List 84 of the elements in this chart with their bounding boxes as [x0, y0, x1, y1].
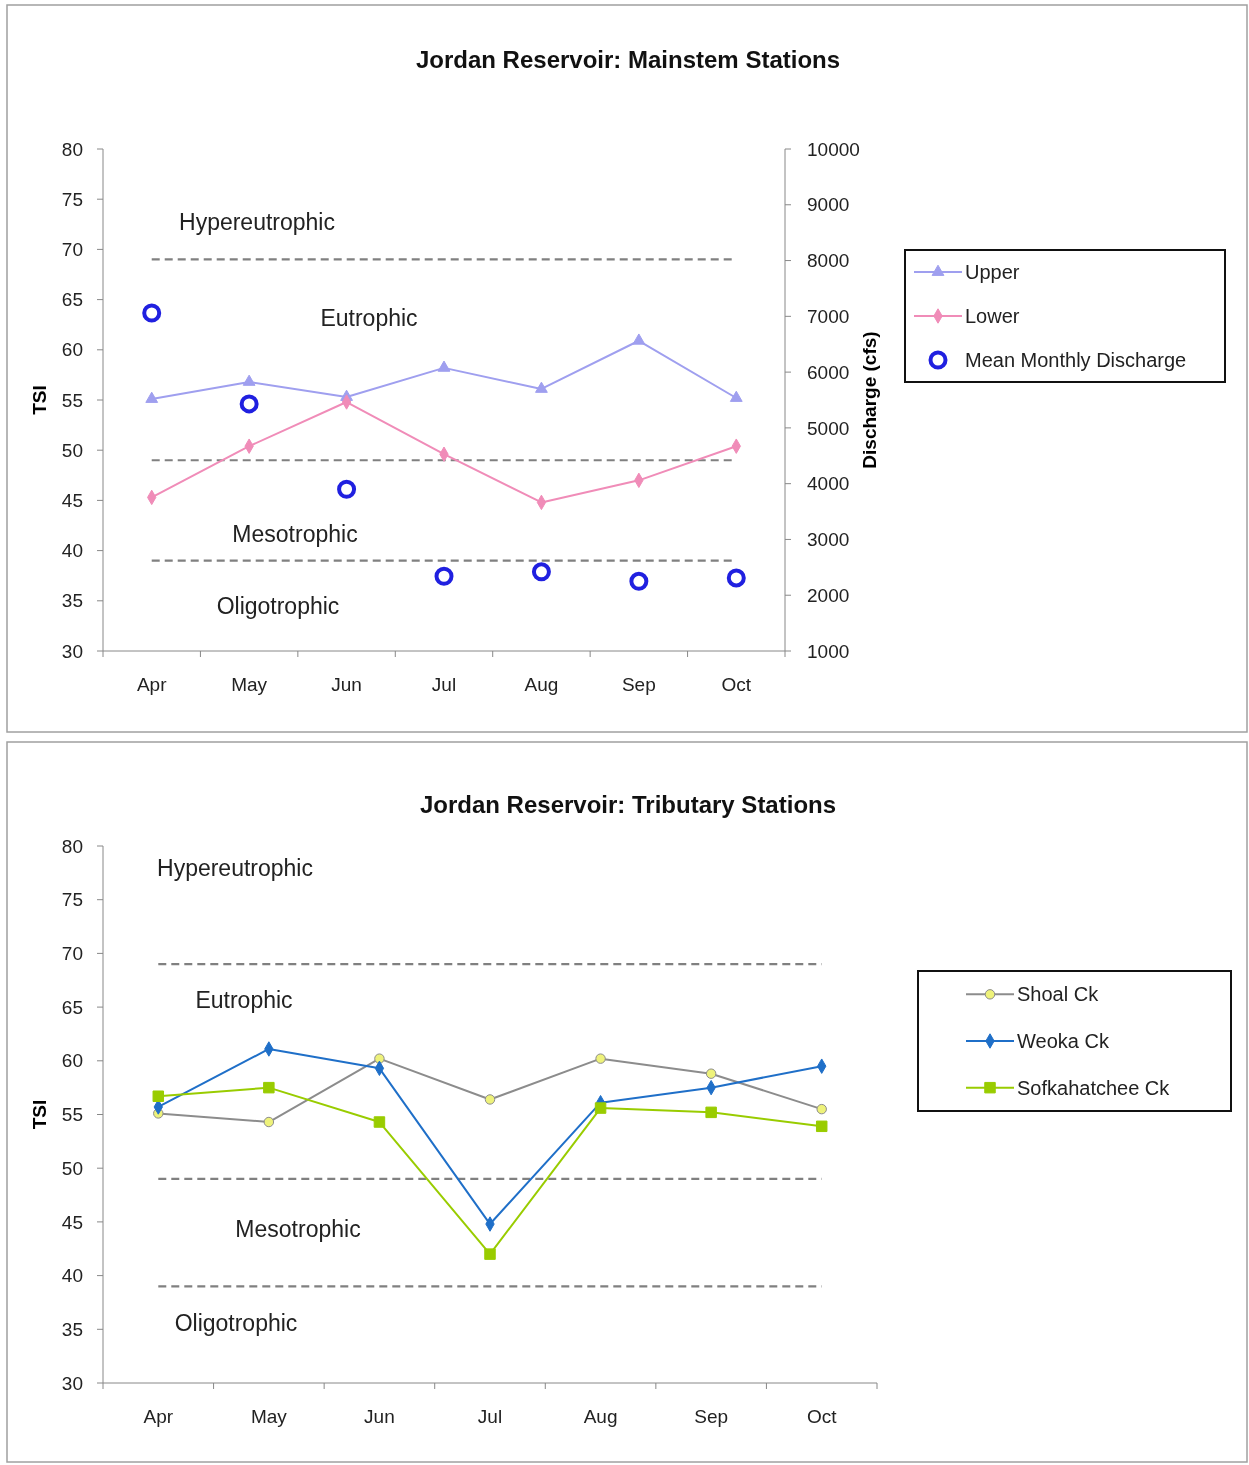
y-tick-label: 80: [61, 138, 83, 160]
y-tick-label: 50: [61, 1157, 83, 1179]
y-tick-label: 60: [61, 339, 83, 361]
x-tick-label: Jul: [477, 1406, 503, 1427]
point: [595, 1053, 606, 1064]
y2-tick-label: 4000: [807, 473, 850, 495]
x-tick-label: Sep: [621, 674, 656, 695]
point: [337, 479, 357, 499]
point: [594, 1102, 607, 1114]
legend-label: Lower: [965, 305, 1020, 327]
legend-label: Upper: [965, 261, 1020, 283]
y2-axis-title: Discharge (cfs): [859, 331, 880, 469]
y-tick-label: 50: [61, 439, 83, 461]
point: [705, 1106, 717, 1119]
legend-label: Shoal Ck: [1017, 983, 1100, 1006]
annotation: Eutrophic: [320, 305, 418, 332]
y-axis-title: TSI: [29, 1099, 50, 1130]
x-tick-label: Jul: [431, 674, 457, 695]
point: [484, 1094, 496, 1105]
y-tick-label: 35: [61, 1318, 83, 1340]
annotation: Mesotrophic: [235, 1216, 361, 1243]
y2-tick-label: 3000: [807, 529, 850, 551]
y-tick-label: 75: [61, 889, 83, 911]
y-tick-label: 75: [61, 188, 83, 210]
point: [629, 571, 649, 591]
y2-tick-label: 1000: [807, 640, 850, 662]
y-tick-label: 80: [61, 835, 83, 857]
y2-tick-label: 10000: [807, 138, 860, 160]
y-tick-label: 45: [61, 1211, 83, 1233]
annotation: Oligotrophic: [216, 593, 340, 620]
annotation: Hypereutrophic: [157, 855, 313, 882]
x-tick-label: May: [231, 674, 268, 695]
y-tick-label: 40: [61, 1265, 83, 1287]
point: [373, 1116, 386, 1128]
x-tick-label: Aug: [583, 1406, 618, 1427]
point: [726, 568, 746, 588]
y-tick-label: 40: [61, 540, 83, 562]
legend-label: Mean Monthly Discharge: [965, 349, 1187, 371]
point: [239, 394, 259, 414]
y-tick-label: 65: [61, 996, 83, 1018]
x-tick-label: Aug: [524, 674, 559, 695]
x-tick-label: Jun: [331, 674, 362, 695]
legend-label: Sofkahatchee Ck: [1017, 1076, 1171, 1099]
x-tick-label: Apr: [136, 674, 168, 695]
y-tick-label: 65: [61, 289, 83, 311]
annotation: Mesotrophic: [232, 521, 358, 548]
point: [152, 1090, 165, 1102]
x-tick-label: Oct: [806, 1406, 838, 1427]
y-tick-label: 60: [61, 1050, 83, 1072]
chart-title: Jordan Reservoir: Mainstem Stations: [415, 46, 841, 73]
y2-tick-label: 9000: [807, 194, 850, 216]
point: [263, 1081, 275, 1094]
point: [705, 1068, 717, 1079]
point: [815, 1120, 828, 1133]
annotation: Oligotrophic: [174, 1310, 298, 1337]
y-tick-label: 45: [61, 490, 83, 512]
y-tick-label: 55: [61, 389, 83, 411]
y2-tick-label: 2000: [807, 584, 850, 606]
y2-tick-label: 6000: [807, 361, 850, 383]
y2-tick-label: 8000: [807, 250, 850, 272]
y2-tick-label: 5000: [807, 417, 850, 439]
point: [816, 1103, 827, 1115]
annotation: Hypereutrophic: [179, 209, 335, 236]
x-tick-label: May: [250, 1406, 288, 1427]
y-tick-label: 35: [61, 590, 83, 612]
y2-tick-label: 7000: [807, 305, 850, 327]
legend-label: Weoka Ck: [1017, 1030, 1110, 1052]
chart-title: Jordan Reservoir: Tributary Stations: [419, 791, 837, 818]
y-tick-label: 70: [61, 943, 83, 965]
point: [531, 562, 551, 582]
annotation: Eutrophic: [195, 987, 293, 1014]
x-tick-label: Jun: [364, 1406, 395, 1427]
point: [263, 1116, 275, 1128]
y-tick-label: 70: [61, 239, 83, 261]
point: [434, 566, 454, 586]
x-tick-label: Oct: [721, 674, 752, 695]
y-tick-label: 30: [61, 1372, 83, 1394]
x-tick-label: Sep: [694, 1406, 729, 1427]
y-axis-title: TSI: [29, 385, 50, 415]
y-tick-label: 55: [61, 1104, 83, 1126]
point: [142, 303, 162, 323]
y-tick-label: 30: [61, 640, 83, 662]
point: [484, 1248, 496, 1260]
x-tick-label: Apr: [143, 1406, 174, 1427]
